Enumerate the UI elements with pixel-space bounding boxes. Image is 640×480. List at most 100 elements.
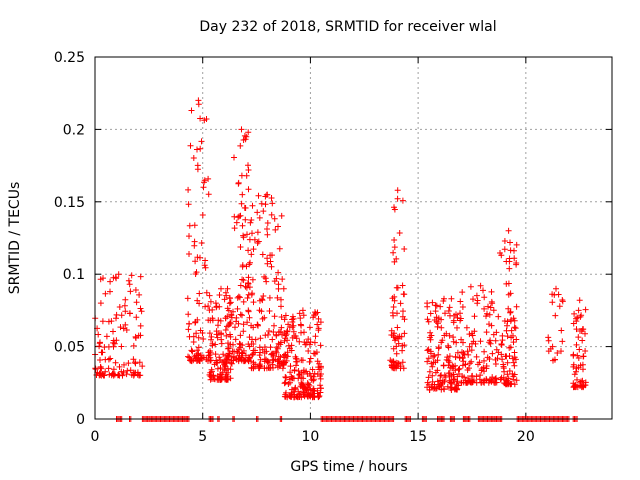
data-point xyxy=(139,363,146,370)
data-point xyxy=(218,376,225,383)
data-point xyxy=(310,373,317,380)
data-point xyxy=(452,367,459,374)
data-point xyxy=(245,307,252,314)
y-tick-label: 0.25 xyxy=(54,50,85,66)
data-point xyxy=(245,280,252,287)
data-point xyxy=(435,351,442,358)
data-point xyxy=(573,315,579,322)
data-point xyxy=(428,360,435,367)
data-point xyxy=(495,313,502,320)
data-point xyxy=(262,332,269,339)
data-point xyxy=(240,321,247,328)
data-point xyxy=(491,379,498,386)
data-point xyxy=(190,333,197,340)
data-point xyxy=(391,293,398,300)
data-point xyxy=(274,294,281,301)
data-point xyxy=(271,313,278,320)
data-point xyxy=(439,337,446,344)
data-point xyxy=(234,294,241,301)
data-point xyxy=(484,310,490,317)
data-point xyxy=(282,312,289,319)
data-point xyxy=(501,318,508,324)
data-point xyxy=(132,335,139,341)
data-point xyxy=(457,317,464,324)
data-point xyxy=(505,305,512,312)
data-point xyxy=(137,322,144,329)
data-point xyxy=(228,312,235,319)
data-point xyxy=(437,303,444,310)
data-point xyxy=(549,343,556,350)
data-point xyxy=(118,343,125,350)
data-point xyxy=(193,269,200,276)
data-point xyxy=(284,328,291,334)
data-point xyxy=(488,378,495,385)
data-point xyxy=(239,276,246,283)
data-point xyxy=(575,307,582,314)
data-point xyxy=(492,337,499,344)
data-point xyxy=(425,374,432,381)
data-point xyxy=(510,359,517,366)
data-point xyxy=(220,351,227,358)
data-point xyxy=(122,308,129,315)
data-point xyxy=(250,246,257,253)
data-point xyxy=(506,265,513,272)
data-point xyxy=(399,197,406,204)
data-point xyxy=(226,300,233,307)
data-point xyxy=(113,275,120,282)
data-point xyxy=(424,303,431,310)
data-point xyxy=(240,298,247,305)
data-point xyxy=(285,321,292,328)
data-point xyxy=(291,386,298,393)
data-point xyxy=(481,377,488,384)
data-point xyxy=(233,219,240,226)
data-point xyxy=(487,340,494,347)
data-point xyxy=(222,327,229,333)
chart-title: Day 232 of 2018, SRMTID for receiver wla… xyxy=(199,19,496,35)
data-point xyxy=(279,365,286,372)
data-point xyxy=(102,290,109,297)
data-point xyxy=(209,306,216,313)
data-point xyxy=(277,339,284,346)
data-point xyxy=(250,351,256,357)
data-point xyxy=(238,200,245,207)
data-point xyxy=(390,345,397,352)
data-point xyxy=(454,349,461,356)
data-point xyxy=(245,274,252,281)
data-point xyxy=(471,313,478,320)
data-point xyxy=(239,191,246,198)
data-point xyxy=(556,303,563,310)
data-point xyxy=(305,348,312,354)
data-point xyxy=(254,321,261,328)
data-point xyxy=(579,326,586,333)
data-point xyxy=(450,363,457,370)
data-point xyxy=(259,251,266,258)
data-point xyxy=(299,357,306,364)
data-point xyxy=(257,356,264,363)
data-point xyxy=(305,381,312,388)
data-point xyxy=(466,331,473,338)
data-point xyxy=(196,290,203,297)
data-point xyxy=(511,255,518,262)
data-point xyxy=(200,184,207,191)
data-point xyxy=(282,374,289,380)
data-point xyxy=(116,304,123,310)
data-point xyxy=(431,381,438,388)
data-point xyxy=(451,385,458,392)
data-point xyxy=(272,226,279,233)
data-point xyxy=(460,339,466,346)
data-point xyxy=(307,355,314,362)
data-point xyxy=(283,357,290,364)
data-point xyxy=(113,311,120,318)
data-point xyxy=(121,361,127,368)
data-point xyxy=(250,299,257,306)
data-point xyxy=(429,363,436,370)
data-point xyxy=(473,292,480,299)
data-point xyxy=(185,201,192,208)
data-point xyxy=(110,337,117,344)
data-point xyxy=(391,244,398,251)
data-point xyxy=(243,172,250,179)
data-point xyxy=(401,330,408,337)
data-point xyxy=(127,288,134,295)
data-point xyxy=(197,145,204,152)
data-point xyxy=(122,296,129,303)
